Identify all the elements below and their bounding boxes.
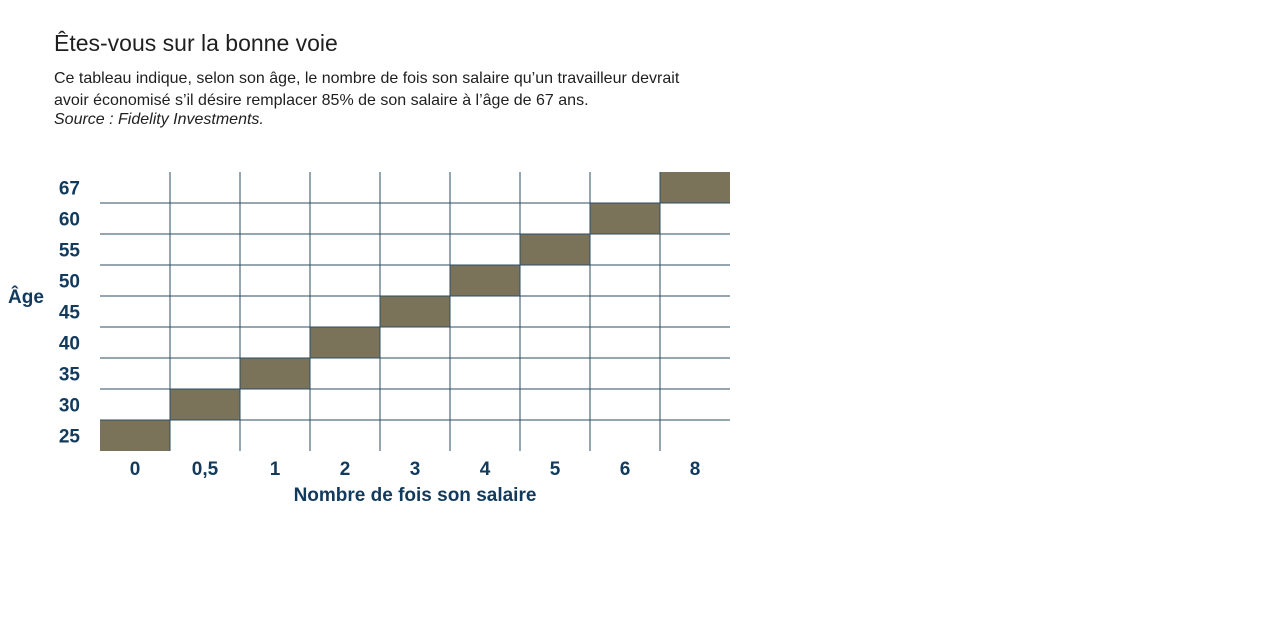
x-tick-label: 3 [410,459,421,480]
cell-age-25 [100,420,170,451]
x-tick-labels: 0 0,5 1 2 3 4 5 6 8 [130,459,701,480]
y-axis-label: Âge [8,286,44,308]
cell-age-50 [450,265,520,296]
y-tick-label: 45 [59,303,81,324]
x-tick-label: 0 [130,459,141,480]
y-tick-label: 50 [59,272,80,293]
cell-age-45 [380,296,450,327]
y-tick-label: 30 [59,396,80,417]
y-tick-label: 67 [59,179,80,200]
x-tick-label: 0,5 [192,459,219,480]
cell-age-30 [170,389,240,420]
y-tick-label: 40 [59,334,80,355]
y-tick-label: 60 [59,210,80,231]
chart-cells [100,172,730,451]
chart-source: Source : Fidelity Investments. [54,111,264,128]
cell-age-55 [520,234,590,265]
y-tick-label: 35 [59,365,81,386]
cell-age-35 [240,358,310,389]
x-tick-label: 2 [340,459,351,480]
x-tick-label: 5 [550,459,561,480]
cell-age-40 [310,327,380,358]
description-line-2: avoir économisé s’il désire remplacer 85… [54,92,589,109]
chart-grid [100,172,730,451]
cell-age-67 [660,172,730,203]
x-tick-label: 1 [270,459,281,480]
x-tick-label: 8 [690,459,701,480]
y-tick-label: 25 [59,427,81,448]
x-tick-label: 6 [620,459,631,480]
chart-description: Ce tableau indique, selon son âge, le no… [54,68,754,112]
x-tick-label: 4 [480,459,491,480]
y-tick-labels: 25 30 35 40 45 50 55 60 67 [59,179,81,448]
description-line-1: Ce tableau indique, selon son âge, le no… [54,70,680,87]
x-axis-label: Nombre de fois son salaire [294,485,537,506]
cell-age-60 [590,203,660,234]
chart-title: Êtes-vous sur la bonne voie [54,30,338,56]
y-tick-label: 55 [59,241,81,262]
